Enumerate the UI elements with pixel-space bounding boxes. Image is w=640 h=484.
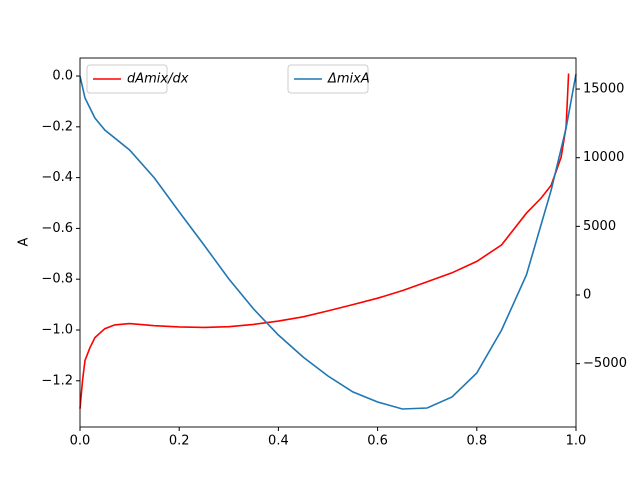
axes-frame (79, 57, 577, 428)
legend-label: dAmix/dx (127, 72, 189, 87)
y-tick-label: −1.0 (41, 322, 73, 337)
y-tick-label: −1.2 (41, 373, 73, 388)
y2-tick-label: 0 (583, 288, 591, 303)
y2-tick-label: 15000 (583, 82, 624, 97)
y2-tick-label: −5000 (583, 356, 627, 371)
legend-box (287, 64, 369, 94)
line (79, 73, 577, 410)
x-tick-label: 0.2 (169, 434, 190, 449)
y2-tick-label: 5000 (583, 219, 616, 234)
x-tick-label: 1.0 (566, 434, 587, 449)
x-tick-label: 0.8 (466, 434, 487, 449)
y2-tick-label: 10000 (583, 150, 624, 165)
y-axis-label: A (17, 237, 32, 246)
y-tick-label: −0.4 (41, 170, 73, 185)
legend-box (86, 64, 168, 94)
y-tick-label: −0.6 (41, 221, 73, 236)
x-tick-label: 0.0 (70, 434, 91, 449)
line (79, 73, 570, 409)
x-tick-label: 0.6 (367, 434, 388, 449)
legend-label: ΔmixA (327, 72, 370, 87)
y-tick-label: 0.0 (52, 69, 73, 84)
x-tick-label: 0.4 (268, 434, 289, 449)
y-tick-label: −0.2 (41, 119, 73, 134)
y-tick-label: −0.8 (41, 272, 73, 287)
